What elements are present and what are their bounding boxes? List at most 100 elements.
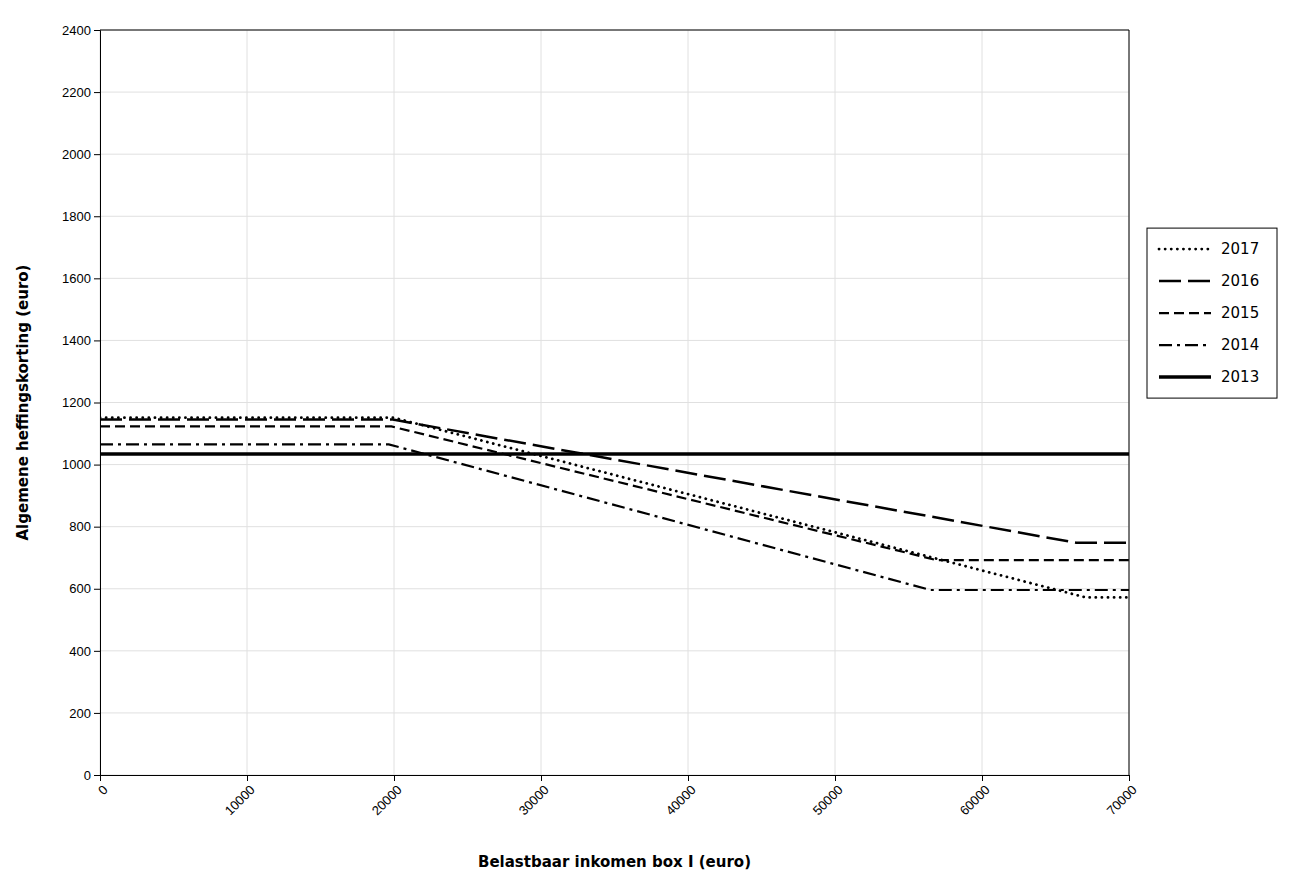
y-grid-line: [100, 216, 1129, 217]
x-tick: 60000: [957, 775, 993, 818]
y-tick-mark: [94, 465, 100, 466]
y-grid-line: [100, 526, 1129, 527]
x-tick-label: 70000: [1104, 782, 1140, 818]
series-line: [100, 420, 1129, 543]
legend: 2017 2016 2015 2014 2013: [1147, 228, 1277, 398]
x-tick-mark: [394, 775, 395, 781]
grid: [100, 30, 1129, 775]
legend-swatch: [1159, 280, 1211, 283]
legend-item: 2014: [1159, 336, 1259, 354]
y-tick-label: 400: [69, 643, 91, 658]
chart: 0 10000 20000 30000 40000 50000 60000 70000 0 200…: [0, 0, 1299, 885]
y-tick-mark: [94, 30, 100, 31]
x-tick-mark: [1129, 775, 1130, 781]
y-tick-mark: [94, 589, 100, 590]
x-tick: 70000: [1104, 775, 1140, 818]
legend-item: 2015: [1159, 304, 1259, 322]
x-tick-mark: [982, 775, 983, 781]
legend-swatch: [1159, 344, 1211, 346]
legend-item: 2016: [1159, 272, 1259, 290]
y-tick: 0: [84, 768, 100, 783]
legend-label: 2014: [1221, 336, 1259, 354]
y-grid-line: [100, 650, 1129, 651]
x-tick-label: 0: [95, 782, 111, 798]
y-grid-line: [100, 278, 1129, 279]
y-tick-label: 2200: [62, 85, 91, 100]
legend-label: 2016: [1221, 272, 1259, 290]
y-tick: 1200: [62, 395, 100, 410]
y-tick-label: 1800: [62, 209, 91, 224]
y-tick-mark: [94, 527, 100, 528]
y-grid-line: [100, 464, 1129, 465]
y-tick-mark: [94, 154, 100, 155]
y-tick: 200: [69, 706, 100, 721]
y-tick: 600: [69, 581, 100, 596]
legend-swatch: [1159, 375, 1211, 379]
y-axis-title: Algemene heffingskorting (euro): [14, 265, 32, 541]
x-tick-label: 20000: [369, 782, 405, 818]
series-line: [100, 418, 1129, 598]
y-tick: 1000: [62, 457, 100, 472]
y-tick-label: 600: [69, 581, 91, 596]
x-tick-label: 10000: [222, 782, 258, 818]
x-tick: 50000: [810, 775, 846, 818]
x-tick: 20000: [369, 775, 405, 818]
x-tick-mark: [541, 775, 542, 781]
x-tick-mark: [247, 775, 248, 781]
y-tick-label: 2400: [62, 23, 91, 38]
series-line: [100, 452, 1129, 456]
x-tick: 10000: [222, 775, 258, 818]
y-grid-line: [100, 402, 1129, 403]
y-tick-label: 1400: [62, 333, 91, 348]
legend-swatch: [1159, 312, 1211, 314]
legend-item: 2013: [1159, 368, 1259, 386]
y-axis: 0 200 400 600 800 1000 1200 1400 1600 1800 2000 220…: [62, 23, 100, 783]
y-tick-mark: [94, 340, 100, 341]
y-grid-line: [100, 154, 1129, 155]
y-tick-mark: [94, 216, 100, 217]
x-tick: 40000: [663, 775, 699, 818]
series-line: [100, 426, 1129, 560]
y-grid-line: [100, 712, 1129, 713]
x-tick-label: 40000: [663, 782, 699, 818]
series-line: [100, 444, 1129, 590]
legend-swatch: [1159, 248, 1211, 251]
x-axis-line: [101, 776, 1130, 782]
y-tick: 2200: [62, 85, 100, 100]
y-tick: 1800: [62, 209, 100, 224]
x-axis: 0 10000 20000 30000 40000 50000 60000 70000: [95, 775, 1140, 818]
y-tick-mark: [94, 775, 100, 776]
y-tick-mark: [94, 713, 100, 714]
y-tick-label: 2000: [62, 147, 91, 162]
legend-label: 2017: [1221, 240, 1259, 258]
y-tick: 2400: [62, 23, 100, 38]
legend-item: 2017: [1159, 240, 1259, 258]
y-tick-mark: [94, 403, 100, 404]
legend-frame: [1147, 228, 1277, 398]
x-tick-mark: [835, 775, 836, 781]
y-tick-label: 0: [84, 768, 91, 783]
y-axis-line: [94, 31, 101, 776]
x-tick-label: 50000: [810, 782, 846, 818]
y-tick-label: 1000: [62, 457, 91, 472]
y-tick-label: 200: [69, 706, 91, 721]
y-grid-line: [100, 340, 1129, 341]
x-tick-label: 30000: [516, 782, 552, 818]
legend-label: 2015: [1221, 304, 1259, 322]
y-tick-mark: [94, 278, 100, 279]
y-tick: 800: [69, 519, 100, 534]
y-tick: 2000: [62, 147, 100, 162]
plot: 0 10000 20000 30000 40000 50000 60000 70000 0 200…: [62, 23, 1140, 819]
x-axis-title: Belastbaar inkomen box I (euro): [478, 853, 751, 871]
x-tick-label: 60000: [957, 782, 993, 818]
y-grid-line: [100, 92, 1129, 93]
y-tick: 1600: [62, 271, 100, 286]
y-tick-label: 1200: [62, 395, 91, 410]
plot-frame: [100, 30, 1129, 775]
x-tick: 30000: [516, 775, 552, 818]
y-tick-label: 1600: [62, 271, 91, 286]
y-tick-mark: [94, 651, 100, 652]
x-tick: 0: [95, 775, 111, 798]
y-tick-mark: [94, 92, 100, 93]
lines: [100, 418, 1129, 598]
